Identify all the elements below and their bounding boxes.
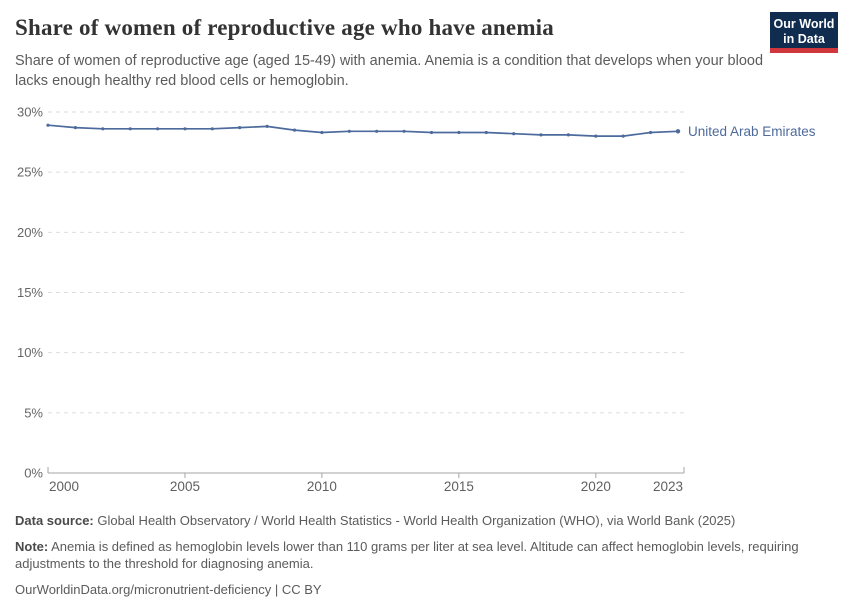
note-text: Anemia is defined as hemoglobin levels l… bbox=[15, 539, 799, 571]
y-tick-label-20: 20% bbox=[17, 225, 43, 240]
data-point-2011[interactable] bbox=[347, 129, 351, 133]
data-source-line: Data source: Global Health Observatory /… bbox=[15, 512, 837, 529]
data-point-2009[interactable] bbox=[292, 128, 297, 132]
owid-url-link[interactable]: OurWorldinData.org/micronutrient-deficie… bbox=[15, 582, 272, 597]
data-point-2000[interactable] bbox=[46, 123, 50, 127]
x-tick-label-2015: 2015 bbox=[444, 479, 474, 494]
data-point-2001[interactable] bbox=[73, 126, 77, 130]
y-tick-label-15: 15% bbox=[17, 285, 43, 300]
data-point-2002[interactable] bbox=[101, 127, 105, 131]
data-point-2016[interactable] bbox=[484, 130, 488, 135]
note-label: Note: bbox=[15, 539, 49, 554]
y-tick-label-30: 30% bbox=[17, 105, 43, 120]
data-point-2014[interactable] bbox=[429, 130, 434, 135]
note-line: Note: Anemia is defined as hemoglobin le… bbox=[15, 538, 837, 572]
owid-logo-line2: in Data bbox=[783, 31, 825, 46]
x-tick-label-2005: 2005 bbox=[170, 479, 200, 494]
series-label-united-arab-emirates[interactable]: United Arab Emirates bbox=[688, 124, 816, 139]
y-tick-label-5: 5% bbox=[24, 405, 43, 420]
owid-logo[interactable]: Our World in Data bbox=[770, 12, 838, 53]
data-point-2003[interactable] bbox=[128, 127, 132, 131]
license-text: | CC BY bbox=[271, 582, 322, 597]
x-tick-label-2000: 2000 bbox=[49, 479, 79, 494]
data-point-2004[interactable] bbox=[156, 127, 160, 131]
chart-title: Share of women of reproductive age who h… bbox=[15, 15, 554, 40]
data-point-2023[interactable] bbox=[675, 129, 681, 134]
y-tick-label-0: 0% bbox=[24, 466, 43, 481]
data-point-2021[interactable] bbox=[621, 134, 625, 138]
data-point-2017[interactable] bbox=[512, 132, 516, 136]
chart-subtitle: Share of women of reproductive age (aged… bbox=[15, 53, 764, 89]
owid-logo-line1: Our World bbox=[773, 16, 835, 31]
chart-footer: Data source: Global Health Observatory /… bbox=[15, 512, 837, 598]
data-point-2005[interactable] bbox=[183, 127, 187, 131]
data-point-2015[interactable] bbox=[457, 130, 461, 135]
data-point-2008[interactable] bbox=[265, 124, 269, 128]
data-source-text: Global Health Observatory / World Health… bbox=[93, 513, 736, 528]
data-point-2019[interactable] bbox=[566, 133, 571, 137]
data-point-2012[interactable] bbox=[375, 129, 379, 133]
data-point-2022[interactable] bbox=[649, 130, 653, 135]
data-point-2020[interactable] bbox=[594, 134, 598, 138]
data-source-label: Data source: bbox=[15, 513, 94, 528]
x-tick-label-2010: 2010 bbox=[307, 479, 337, 494]
y-tick-label-25: 25% bbox=[17, 165, 43, 180]
license-line: OurWorldinData.org/micronutrient-deficie… bbox=[15, 581, 837, 598]
data-point-2006[interactable] bbox=[210, 127, 214, 131]
x-tick-label-2020: 2020 bbox=[581, 479, 611, 494]
data-point-2007[interactable] bbox=[238, 126, 242, 130]
line-series-united-arab-emirates[interactable] bbox=[47, 124, 679, 137]
data-point-2013[interactable] bbox=[402, 129, 406, 133]
x-tick-label-2023: 2023 bbox=[653, 479, 683, 494]
data-point-2018[interactable] bbox=[539, 133, 543, 137]
y-tick-label-10: 10% bbox=[17, 345, 43, 360]
data-point-2010[interactable] bbox=[320, 130, 324, 135]
